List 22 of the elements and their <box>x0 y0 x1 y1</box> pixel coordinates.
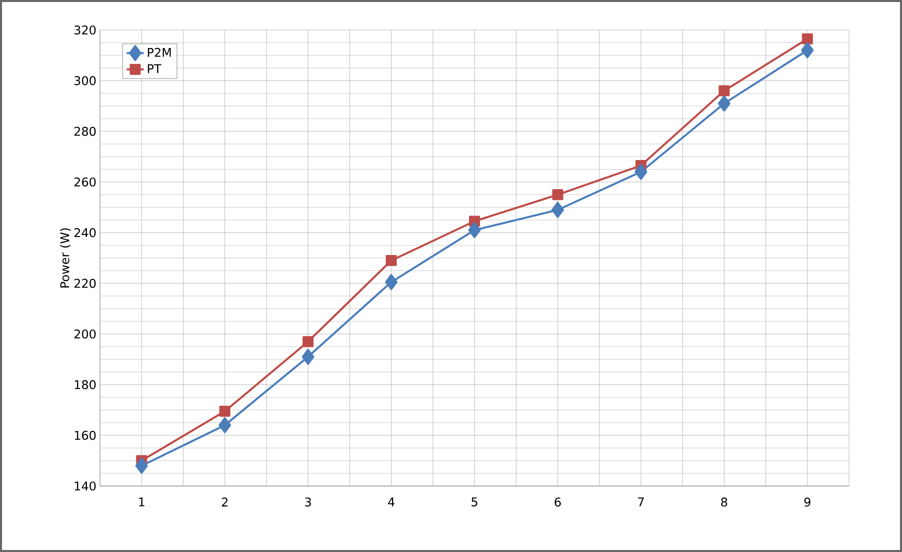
x-tick-label: 9 <box>804 498 810 507</box>
y-axis-title: Power (W) <box>60 228 71 288</box>
y-tick-label: 160 <box>74 430 96 440</box>
legend-label: PT <box>148 64 162 74</box>
x-tick-label: 3 <box>305 498 311 507</box>
y-tick-label: 300 <box>74 76 96 86</box>
x-tick-label: 4 <box>388 498 394 506</box>
x-tick-label: 8 <box>721 498 728 507</box>
x-tick-label: 5 <box>472 498 478 506</box>
y-tick-label: 200 <box>74 329 96 339</box>
x-tick-label: 6 <box>554 498 561 507</box>
legend-label: P2M <box>148 48 171 57</box>
y-tick-label: 180 <box>74 380 96 390</box>
x-tick-label: 7 <box>638 498 644 506</box>
x-tick-label: 1 <box>139 498 144 506</box>
y-tick-label: 240 <box>74 228 96 238</box>
y-tick-label: 260 <box>74 177 96 187</box>
x-tick-label: 2 <box>222 498 228 506</box>
y-tick-label: 280 <box>74 126 96 136</box>
y-tick-label: 220 <box>74 278 96 288</box>
y-tick-label: 140 <box>74 481 96 491</box>
y-tick-label: 320 <box>74 25 96 35</box>
